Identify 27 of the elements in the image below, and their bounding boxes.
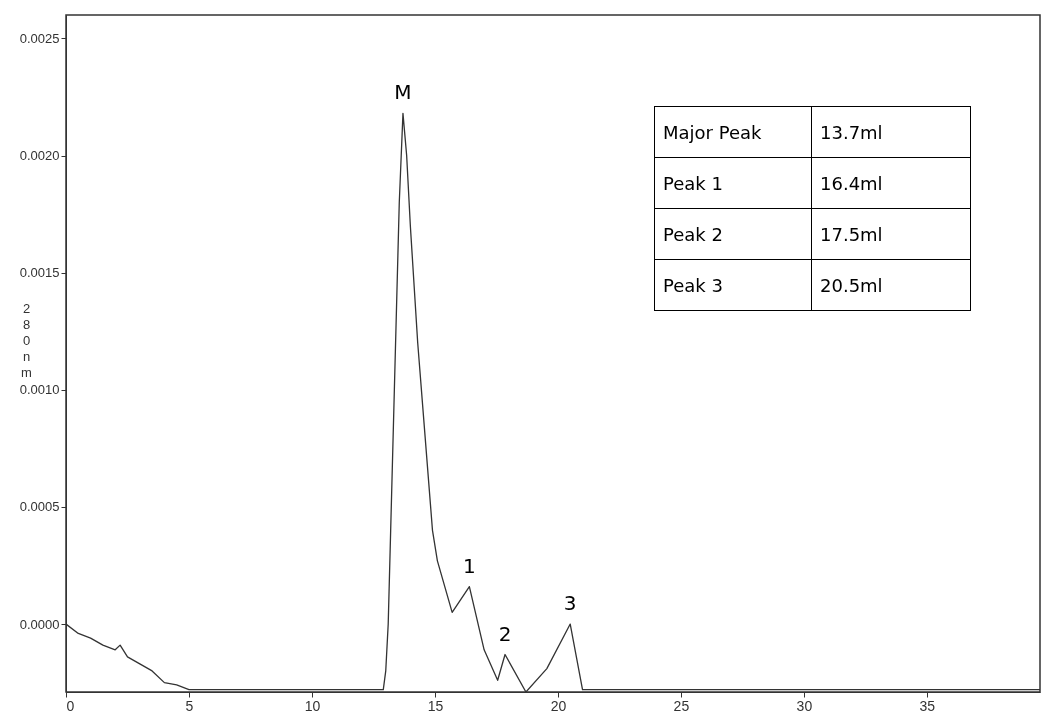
annotation: Peak 3 [654,259,812,311]
x-tick-label: 20 [550,697,567,714]
x-tick-label: 15 [427,697,444,714]
y-tick-label: 0.0025 [19,30,60,46]
y-tick-label: 0.0015 [19,265,60,281]
annotation: 17.5ml [811,208,971,260]
annotation: 3 [563,591,577,616]
annotation: 16.4ml [811,157,971,209]
annotation: Peak 2 [654,208,812,260]
annotation: 13.7ml [811,106,971,158]
x-tick-label: 5 [185,697,194,714]
annotation: Major Peak [654,106,812,158]
annotation: M [394,80,412,105]
x-tick-label: 0 [66,697,75,714]
y-tick-label: 0.0010 [19,382,60,398]
annotation: Peak 1 [654,157,812,209]
y-axis-title: 280nm [21,300,32,380]
annotation: 20.5ml [811,259,971,311]
x-tick-label: 10 [304,697,321,714]
y-tick-label: 0.0020 [19,148,60,164]
y-tick-label: 0.0000 [19,616,60,632]
y-tick-label: 0.0005 [19,499,60,515]
x-tick-label: 25 [673,697,690,714]
annotation: 2 [498,621,512,646]
x-tick-label: 30 [796,697,813,714]
x-tick-label: 35 [919,697,936,714]
annotation: 1 [463,553,476,578]
